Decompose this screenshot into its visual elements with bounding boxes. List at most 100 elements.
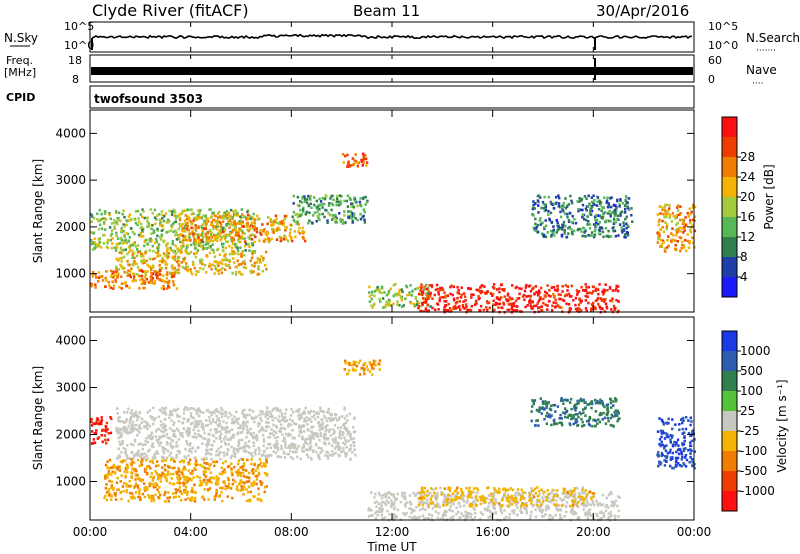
echo-cell — [275, 238, 279, 241]
echo-cell — [151, 272, 155, 275]
echo-cell — [526, 304, 529, 307]
echo-cell — [592, 285, 595, 289]
echo-cell — [250, 483, 253, 487]
echo-cell — [341, 441, 345, 445]
echo-cell — [246, 213, 250, 217]
echo-cell — [254, 453, 257, 456]
echo-cell — [301, 435, 304, 439]
echo-cell — [271, 409, 274, 412]
echo-cell — [97, 436, 101, 439]
echo-cell — [279, 423, 283, 427]
echo-cell — [466, 513, 469, 516]
echo-cell — [507, 303, 510, 306]
echo-cell — [298, 424, 301, 427]
echo-cell — [92, 271, 95, 274]
echo-cell — [151, 264, 155, 268]
echo-cell — [173, 208, 176, 212]
echo-cell — [236, 474, 240, 477]
echo-cell — [663, 205, 667, 209]
echo-cell — [423, 493, 427, 497]
echo-cell — [168, 454, 171, 457]
echo-cell — [233, 465, 236, 469]
echo-cell — [164, 458, 168, 462]
echo-cell — [529, 514, 532, 517]
echo-cell — [243, 244, 247, 248]
echo-cell — [188, 462, 191, 466]
echo-cell — [553, 202, 556, 206]
echo-cell — [400, 298, 403, 302]
echo-cell — [116, 468, 119, 471]
echo-cell — [121, 460, 124, 464]
echo-cell — [164, 266, 168, 270]
echo-cell — [209, 453, 213, 456]
echo-cell — [200, 423, 204, 426]
echo-cell — [564, 197, 567, 200]
echo-cell — [204, 214, 207, 218]
echo-cell — [580, 285, 583, 289]
echo-cell — [142, 227, 145, 231]
echo-cell — [191, 226, 195, 230]
echo-cell — [276, 455, 279, 459]
echo-cell — [583, 217, 586, 221]
echo-cell — [194, 273, 198, 276]
echo-cell — [323, 438, 327, 441]
echo-cell — [603, 298, 607, 301]
noise-tick-top: 10^5 — [64, 20, 94, 33]
echo-cell — [297, 434, 301, 437]
echo-cell — [243, 446, 246, 450]
echo-cell — [577, 200, 581, 203]
echo-cell — [570, 201, 574, 205]
echo-cell — [558, 513, 562, 517]
echo-cell — [141, 277, 144, 281]
echo-cell — [150, 232, 153, 236]
echo-cell — [570, 231, 574, 234]
echo-cell — [176, 415, 179, 418]
echo-cell — [318, 208, 321, 211]
echo-cell — [541, 200, 545, 204]
echo-cell — [112, 488, 115, 491]
echo-cell — [146, 488, 149, 491]
echo-cell — [112, 270, 115, 274]
echo-cell — [571, 215, 574, 218]
echo-cell — [330, 417, 333, 420]
echo-cell — [94, 243, 97, 247]
echo-cell — [610, 514, 613, 517]
echo-cell — [445, 300, 448, 303]
echo-cell — [289, 449, 292, 453]
echo-cell — [376, 288, 379, 292]
echo-cell — [458, 502, 461, 505]
echo-cell — [256, 497, 259, 501]
echo-cell — [108, 213, 111, 217]
echo-cell — [490, 513, 493, 517]
echo-cell — [376, 285, 379, 289]
echo-cell — [90, 242, 94, 246]
echo-cell — [112, 284, 116, 288]
echo-cell — [185, 430, 188, 434]
echo-cell — [262, 256, 265, 260]
echo-cell — [604, 227, 608, 230]
echo-cell — [339, 437, 343, 440]
echo-cell — [559, 297, 562, 301]
echo-cell — [196, 420, 200, 424]
echo-cell — [224, 435, 227, 438]
echo-cell — [254, 474, 257, 478]
echo-cell — [214, 267, 218, 271]
echo-cell — [122, 446, 125, 450]
echo-cell — [291, 442, 295, 446]
echo-cell — [547, 294, 550, 297]
echo-cell — [443, 498, 446, 502]
echo-cell — [104, 228, 107, 231]
echo-cell — [517, 297, 521, 300]
echo-cell — [231, 421, 234, 424]
echo-cell — [679, 218, 682, 222]
echo-cell — [219, 412, 222, 415]
echo-cell — [378, 359, 382, 362]
echo-cell — [545, 292, 549, 295]
echo-cell — [349, 214, 352, 217]
echo-cell — [163, 434, 167, 438]
echo-cell — [104, 218, 108, 221]
echo-cell — [587, 285, 591, 289]
echo-cell — [156, 227, 159, 231]
echo-cell — [183, 408, 186, 412]
